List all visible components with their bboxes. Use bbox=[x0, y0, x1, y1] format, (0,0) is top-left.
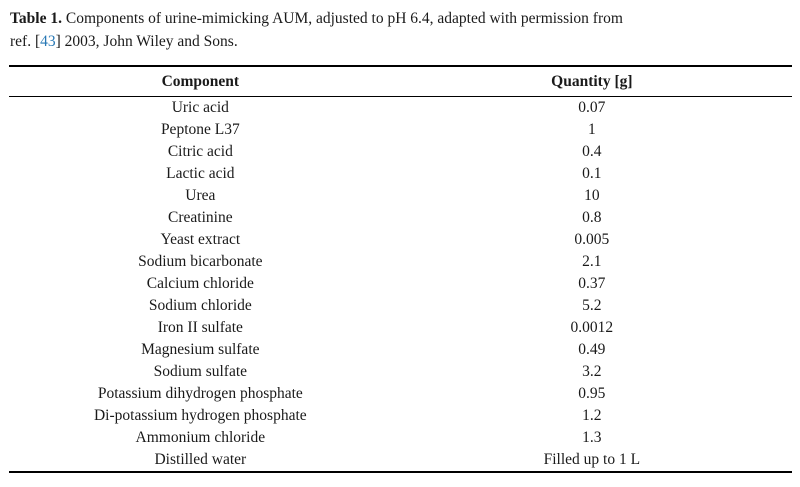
quantity-cell: 1.3 bbox=[582, 429, 602, 446]
table-row: Sodium chloride 5.2 bbox=[9, 295, 792, 317]
quantity-cell: 1.2 bbox=[582, 407, 602, 424]
table-row: Ammonium chloride 1.3 bbox=[9, 427, 792, 449]
table-row: Urea 10 bbox=[9, 185, 792, 207]
component-cell: Uric acid bbox=[171, 99, 229, 116]
quantity-cell: 0.4 bbox=[582, 143, 602, 160]
table-row: Lactic acid 0.1 bbox=[9, 163, 792, 185]
quantity-cell: 3.2 bbox=[582, 363, 602, 380]
component-cell: Di-potassium hydrogen phosphate bbox=[93, 407, 307, 424]
table-row: Sodium sulfate 3.2 bbox=[9, 361, 792, 383]
header-row: Component Quantity [g] bbox=[8, 66, 792, 97]
quantity-cell: 0.005 bbox=[574, 231, 610, 248]
component-cell: Urea bbox=[185, 187, 216, 204]
table-row: Magnesium sulfate 0.49 bbox=[9, 339, 792, 361]
quantity-cell: 0.95 bbox=[578, 385, 606, 402]
component-cell: Peptone L37 bbox=[160, 121, 240, 138]
table-row: Uric acid 0.07 bbox=[9, 97, 792, 120]
quantity-cell: 1 bbox=[587, 121, 596, 138]
quantity-cell: Filled up to 1 L bbox=[543, 451, 641, 468]
table-row: Potassium dihydrogen phosphate 0.95 bbox=[9, 383, 792, 405]
table-row: Iron II sulfate 0.0012 bbox=[9, 317, 792, 339]
quantity-cell: 0.8 bbox=[582, 209, 602, 226]
component-cell: Distilled water bbox=[154, 451, 247, 468]
quantity-cell: 0.0012 bbox=[570, 319, 614, 336]
component-cell: Sodium bicarbonate bbox=[138, 253, 263, 270]
table-row: Yeast extract 0.005 bbox=[9, 229, 792, 251]
table-row: Calcium chloride 0.37 bbox=[9, 273, 792, 295]
caption-line2-post: ] 2003, John Wiley and Sons. bbox=[55, 33, 238, 50]
component-cell: Sodium sulfate bbox=[153, 363, 248, 380]
table-row: Peptone L37 1 bbox=[9, 119, 792, 141]
citation-ref-link[interactable]: 43 bbox=[40, 33, 56, 50]
quantity-cell: 2.1 bbox=[582, 253, 602, 270]
caption-line1-text: Components of urine-mimicking AUM, adjus… bbox=[61, 10, 623, 27]
quantity-cell: 0.07 bbox=[578, 99, 606, 116]
component-cell: Ammonium chloride bbox=[135, 429, 266, 446]
component-cell: Citric acid bbox=[167, 143, 233, 160]
quantity-cell: 0.1 bbox=[582, 165, 602, 182]
quantity-cell: 0.37 bbox=[578, 275, 606, 292]
components-table: Component Quantity [g] Uric acid 0.07 Pe… bbox=[8, 65, 792, 473]
caption-line2-pre: ref. [ bbox=[10, 33, 41, 50]
component-cell: Potassium dihydrogen phosphate bbox=[97, 385, 303, 402]
caption-label: Table 1. bbox=[10, 10, 62, 27]
quantity-cell: 5.2 bbox=[582, 297, 602, 314]
table-caption: Table 1. Components of urine-mimicking A… bbox=[10, 7, 790, 53]
column-header-quantity: Quantity [g] bbox=[392, 66, 792, 97]
table-row: Sodium bicarbonate 2.1 bbox=[9, 251, 792, 273]
component-cell: Calcium chloride bbox=[146, 275, 254, 292]
quantity-cell: 0.49 bbox=[578, 341, 606, 358]
component-cell: Sodium chloride bbox=[148, 297, 252, 314]
component-cell: Creatinine bbox=[168, 209, 233, 226]
component-cell: Iron II sulfate bbox=[157, 319, 243, 336]
component-cell: Magnesium sulfate bbox=[141, 341, 260, 358]
table-row: Di-potassium hydrogen phosphate 1.2 bbox=[9, 405, 792, 427]
column-header-component: Component bbox=[8, 66, 393, 97]
quantity-cell: 10 bbox=[584, 187, 600, 204]
table-row: Citric acid 0.4 bbox=[9, 141, 792, 163]
component-cell: Yeast extract bbox=[160, 231, 241, 248]
component-cell: Lactic acid bbox=[166, 165, 235, 182]
table-row: Distilled water Filled up to 1 L bbox=[9, 449, 792, 472]
table-row: Creatinine 0.8 bbox=[9, 207, 792, 229]
